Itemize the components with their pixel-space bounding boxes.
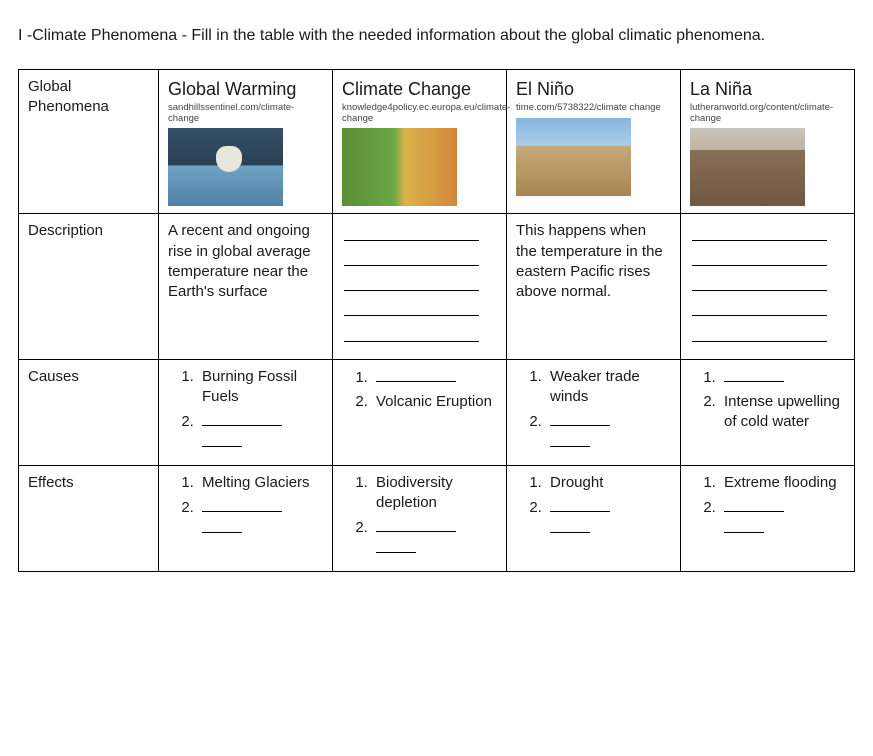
- blank[interactable]: [724, 497, 784, 512]
- effects-en-2[interactable]: [546, 497, 671, 540]
- causes-cc-2: Volcanic Eruption: [372, 392, 497, 412]
- polar-bear-image: [168, 128, 283, 206]
- cell-causes-gw: Burning Fossil Fuels: [159, 359, 333, 465]
- worksheet-instruction: I -Climate Phenomena - Fill in the table…: [18, 24, 848, 47]
- blank-line[interactable]: [692, 299, 827, 316]
- row-phenomena: Global Phenomena Global Warming sandhill…: [19, 70, 855, 214]
- cell-desc-gw: A recent and ongoing rise in global aver…: [159, 214, 333, 359]
- cell-causes-ln: Intense upwelling of cold water: [681, 359, 855, 465]
- blank-line[interactable]: [344, 249, 479, 266]
- blank[interactable]: [376, 367, 456, 382]
- rowlabel-phenomena: Global Phenomena: [19, 70, 159, 214]
- cell-head-en: El Niño time.com/5738322/climate change: [507, 70, 681, 214]
- cracked-earth-image: [516, 118, 631, 196]
- row-causes: Causes Burning Fossil Fuels Volcanic Eru…: [19, 359, 855, 465]
- flooding-image: [690, 128, 805, 206]
- causes-gw-1: Burning Fossil Fuels: [198, 367, 323, 408]
- blank[interactable]: [724, 518, 764, 533]
- cell-head-gw: Global Warming sandhillssentinel.com/cli…: [159, 70, 333, 214]
- cell-effects-cc: Biodiversity depletion: [333, 465, 507, 571]
- blank-line[interactable]: [344, 324, 479, 341]
- credit-en: time.com/5738322/climate change: [516, 103, 671, 113]
- blank[interactable]: [376, 538, 416, 553]
- rowlabel-description: Description: [19, 214, 159, 359]
- col-title-en: El Niño: [516, 77, 671, 101]
- rowlabel-effects: Effects: [19, 465, 159, 571]
- effects-gw-2[interactable]: [198, 497, 323, 540]
- blank[interactable]: [550, 518, 590, 533]
- blank-line[interactable]: [344, 299, 479, 316]
- blank-line[interactable]: [692, 223, 827, 240]
- blank[interactable]: [724, 367, 784, 382]
- cell-effects-ln: Extreme flooding: [681, 465, 855, 571]
- cell-causes-cc: Volcanic Eruption: [333, 359, 507, 465]
- row-effects: Effects Melting Glaciers Biodiversity de…: [19, 465, 855, 571]
- rowlabel-causes: Causes: [19, 359, 159, 465]
- blank-line[interactable]: [692, 249, 827, 266]
- effects-cc-1: Biodiversity depletion: [372, 473, 497, 514]
- blank-line[interactable]: [692, 324, 827, 341]
- causes-en-1: Weaker trade winds: [546, 367, 671, 408]
- effects-ln-2[interactable]: [720, 497, 845, 540]
- climate-table: Global Phenomena Global Warming sandhill…: [18, 69, 855, 571]
- cell-causes-en: Weaker trade winds: [507, 359, 681, 465]
- credit-cc: knowledge4policy.ec.europa.eu/climate-ch…: [342, 103, 497, 124]
- blank[interactable]: [202, 411, 282, 426]
- row-description: Description A recent and ongoing rise in…: [19, 214, 855, 359]
- cell-effects-gw: Melting Glaciers: [159, 465, 333, 571]
- effects-en-1: Drought: [546, 473, 671, 493]
- effects-cc-2[interactable]: [372, 517, 497, 560]
- blank-line[interactable]: [692, 274, 827, 291]
- cell-head-cc: Climate Change knowledge4policy.ec.europ…: [333, 70, 507, 214]
- causes-ln-2: Intense upwelling of cold water: [720, 392, 845, 433]
- col-title-ln: La Niña: [690, 77, 845, 101]
- tree-seasons-image: [342, 128, 457, 206]
- cell-desc-ln[interactable]: [681, 214, 855, 359]
- causes-ln-1[interactable]: [720, 367, 845, 388]
- cell-effects-en: Drought: [507, 465, 681, 571]
- credit-ln: lutheranworld.org/content/climate-change: [690, 103, 845, 124]
- blank[interactable]: [550, 497, 610, 512]
- blank[interactable]: [202, 518, 242, 533]
- blank[interactable]: [550, 411, 610, 426]
- col-title-gw: Global Warming: [168, 77, 323, 101]
- blank-line[interactable]: [344, 274, 479, 291]
- blank-line[interactable]: [344, 223, 479, 240]
- blank[interactable]: [376, 517, 456, 532]
- effects-ln-1: Extreme flooding: [720, 473, 845, 493]
- blank[interactable]: [550, 432, 590, 447]
- causes-gw-2[interactable]: [198, 411, 323, 454]
- cell-head-ln: La Niña lutheranworld.org/content/climat…: [681, 70, 855, 214]
- cell-desc-cc[interactable]: [333, 214, 507, 359]
- blank[interactable]: [202, 432, 242, 447]
- causes-cc-1[interactable]: [372, 367, 497, 388]
- blank[interactable]: [202, 497, 282, 512]
- credit-gw: sandhillssentinel.com/climate-change: [168, 103, 323, 124]
- effects-gw-1: Melting Glaciers: [198, 473, 323, 493]
- cell-desc-en: This happens when the temperature in the…: [507, 214, 681, 359]
- causes-en-2[interactable]: [546, 411, 671, 454]
- col-title-cc: Climate Change: [342, 77, 497, 101]
